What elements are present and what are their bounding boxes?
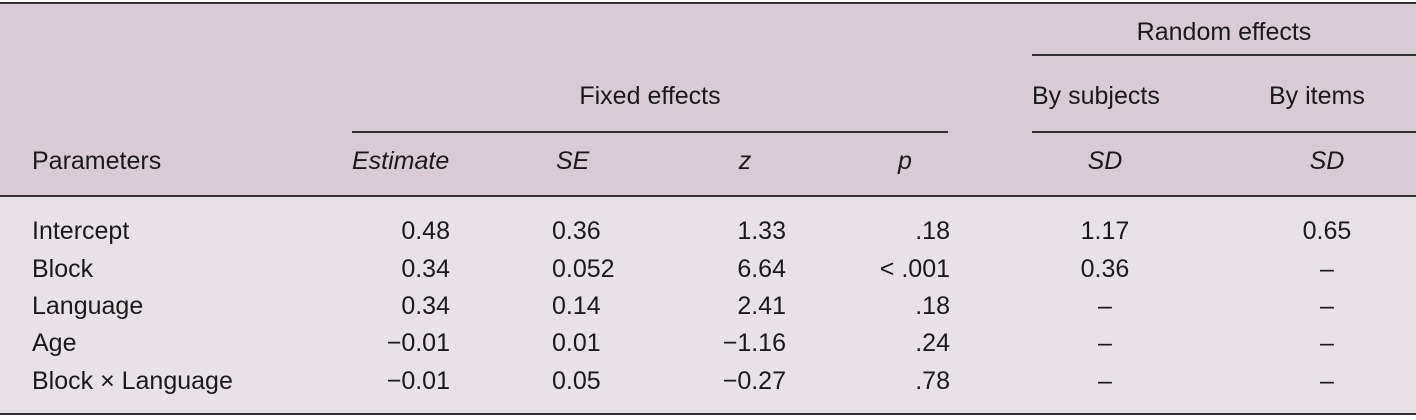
param-cell: Age bbox=[32, 329, 77, 357]
parameters-header: Parameters bbox=[32, 147, 162, 175]
random-effects-header: Random effects bbox=[1136, 18, 1312, 46]
z-cell: 2.41 bbox=[737, 292, 786, 320]
p-cell: .18 bbox=[915, 292, 950, 320]
se-cell: 0.14 bbox=[552, 292, 601, 320]
p-header: p bbox=[898, 147, 912, 175]
sd-items-cell: – bbox=[1320, 329, 1334, 357]
by-subjects-header: By subjects bbox=[1032, 82, 1160, 110]
random-effects-rule bbox=[1032, 54, 1416, 56]
table-header-background bbox=[0, 4, 1416, 196]
sd-subjects-cell: – bbox=[1098, 329, 1112, 357]
param-cell: Block bbox=[32, 255, 94, 283]
sd-subjects-cell: 0.36 bbox=[1080, 255, 1130, 283]
sd-subjects-cell: 1.17 bbox=[1080, 217, 1130, 245]
z-header: z bbox=[738, 147, 752, 175]
param-cell: Intercept bbox=[32, 217, 130, 245]
p-cell: < .001 bbox=[879, 255, 950, 283]
param-cell: Block × Language bbox=[32, 367, 233, 395]
se-cell: 0.36 bbox=[552, 217, 601, 245]
sd-items-cell: – bbox=[1320, 292, 1334, 320]
fixed-effects-header: Fixed effects bbox=[579, 82, 721, 110]
sd-subjects-header: SD bbox=[1087, 147, 1123, 175]
p-cell: .18 bbox=[915, 217, 950, 245]
random-subheader-rule bbox=[1032, 131, 1416, 133]
by-items-header: By items bbox=[1269, 82, 1365, 110]
table-body-background bbox=[0, 196, 1416, 413]
top-rule bbox=[0, 2, 1416, 4]
se-header: SE bbox=[556, 147, 590, 175]
estimate-header: Estimate bbox=[352, 147, 450, 175]
se-cell: 0.052 bbox=[552, 255, 615, 283]
header-bottom-rule bbox=[0, 195, 1416, 197]
bottom-rule bbox=[0, 413, 1416, 415]
param-cell: Language bbox=[32, 292, 144, 320]
estimate-cell: −0.01 bbox=[386, 329, 450, 357]
p-cell: .78 bbox=[915, 367, 950, 395]
sd-items-header: SD bbox=[1309, 147, 1345, 175]
p-cell: .24 bbox=[915, 329, 950, 357]
z-cell: 1.33 bbox=[737, 217, 786, 245]
sd-items-cell: – bbox=[1320, 367, 1334, 395]
sd-subjects-cell: – bbox=[1098, 292, 1112, 320]
z-cell: −1.16 bbox=[722, 329, 786, 357]
se-cell: 0.01 bbox=[552, 329, 601, 357]
estimate-cell: 0.34 bbox=[401, 255, 450, 283]
sd-items-cell: 0.65 bbox=[1302, 217, 1352, 245]
sd-subjects-cell: – bbox=[1098, 367, 1112, 395]
se-cell: 0.05 bbox=[552, 367, 601, 395]
z-cell: −0.27 bbox=[722, 367, 786, 395]
z-cell: 6.64 bbox=[737, 255, 786, 283]
sd-items-cell: – bbox=[1320, 255, 1334, 283]
estimate-cell: 0.48 bbox=[401, 217, 450, 245]
fixed-effects-rule bbox=[352, 131, 948, 133]
estimate-cell: 0.34 bbox=[401, 292, 450, 320]
estimate-cell: −0.01 bbox=[386, 367, 450, 395]
